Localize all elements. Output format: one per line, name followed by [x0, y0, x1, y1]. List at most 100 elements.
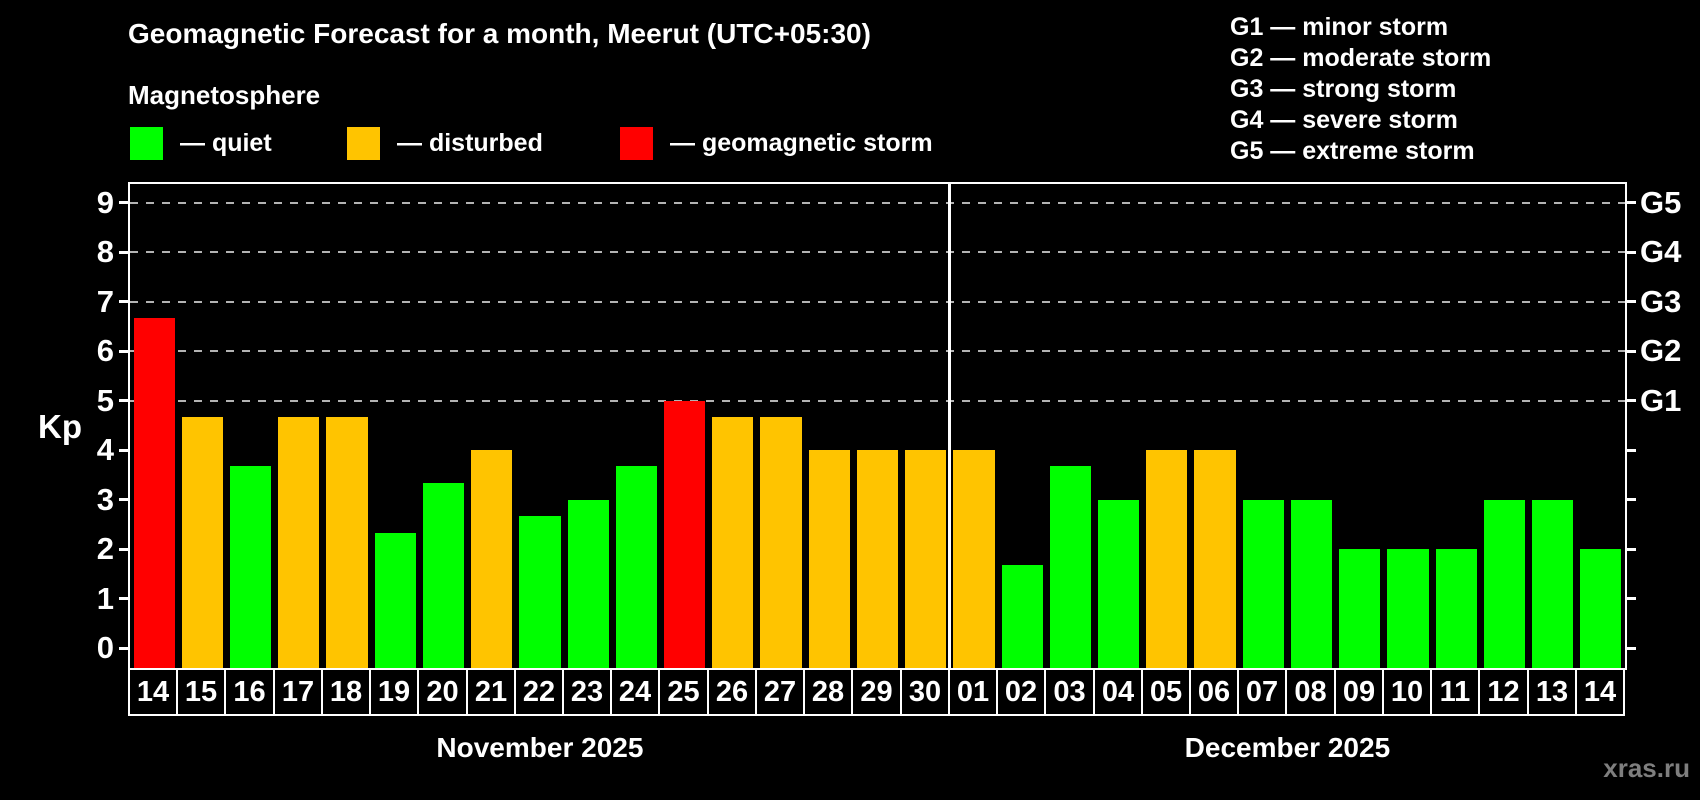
y-tick-left-6: [119, 349, 130, 353]
kp-axis-label: Kp: [38, 408, 82, 445]
y-tick-label-3: 3: [96, 481, 114, 517]
day-label-nov-29: 29: [851, 668, 902, 716]
y-tick-label-1: 1: [96, 580, 114, 616]
day-label-nov-21: 21: [466, 668, 516, 716]
kp-bar-dec-08: [1290, 499, 1333, 668]
kp-bar-dec-13: [1532, 499, 1574, 668]
g-legend-item-1: G1 — minor storm: [1230, 13, 1449, 41]
legend-label-disturbed: — disturbed: [397, 128, 543, 157]
day-label-nov-27: 27: [755, 668, 805, 716]
y-tick-right-6: [1625, 349, 1636, 353]
y-tick-left-4: [119, 448, 130, 452]
gridline-kp8: [130, 251, 1625, 253]
day-label-nov-25: 25: [658, 668, 709, 716]
day-label-dec-08: 08: [1285, 668, 1336, 716]
day-label-nov-24: 24: [610, 668, 660, 716]
day-label-dec-01: 01: [948, 668, 998, 716]
kp-bar-nov-19: [374, 532, 416, 668]
kp-bar-nov-20: [422, 483, 465, 668]
y-tick-right-8: [1625, 250, 1636, 254]
day-label-nov-14: 14: [128, 668, 178, 716]
kp-bar-nov-23: [567, 499, 609, 668]
day-label-nov-22: 22: [514, 668, 564, 716]
kp-bar-dec-10: [1387, 549, 1429, 668]
kp-bar-nov-16: [229, 466, 272, 668]
y-tick-label-8: 8: [96, 234, 114, 269]
y-tick-left-2: [119, 547, 130, 551]
kp-bar-nov-18: [326, 416, 368, 668]
legend-item-storm: — geomagnetic storm: [620, 126, 933, 160]
y-tick-left-0: [119, 646, 130, 650]
y-tick-left-8: [119, 250, 130, 254]
kp-bar-nov-15: [181, 416, 223, 668]
day-label-nov-20: 20: [417, 668, 468, 716]
kp-bar-dec-06: [1194, 450, 1236, 668]
g-legend-item-2: G2 — moderate storm: [1230, 44, 1492, 72]
day-label-nov-30: 30: [900, 668, 950, 716]
magnetosphere-label: Magnetosphere: [128, 80, 321, 110]
kp-bar-dec-02: [1001, 565, 1043, 668]
g-label-g3: G3: [1640, 283, 1682, 319]
y-tick-label-7: 7: [96, 283, 114, 319]
gridline-kp9: [130, 201, 1625, 204]
legend-swatch-storm: [620, 126, 653, 160]
kp-bar-nov-30: [905, 450, 947, 668]
day-label-dec-09: 09: [1334, 668, 1384, 716]
gridline-kp7: [130, 300, 1625, 303]
y-tick-label-6: 6: [96, 333, 114, 368]
kp-bar-dec-11: [1435, 549, 1477, 668]
kp-bar-nov-29: [856, 450, 899, 668]
y-tick-label-0: 0: [96, 630, 114, 665]
kp-bar-dec-03: [1049, 466, 1091, 668]
watermark-xras: xras.ru: [1603, 753, 1690, 783]
y-tick-right-5: [1625, 399, 1636, 402]
y-tick-label-9: 9: [96, 184, 114, 220]
day-label-nov-16: 16: [224, 668, 275, 716]
y-tick-right-3: [1625, 498, 1636, 501]
day-label-nov-19: 19: [369, 668, 419, 716]
kp-bar-nov-21: [471, 450, 513, 668]
day-label-dec-07: 07: [1237, 668, 1287, 716]
kp-bar-nov-25: [663, 400, 706, 668]
g-label-g2: G2: [1640, 333, 1682, 368]
kp-bar-dec-14: [1580, 549, 1622, 668]
kp-bar-dec-01: [953, 450, 995, 668]
kp-bar-nov-28: [808, 450, 850, 668]
legend-swatch-quiet: [130, 126, 163, 160]
legend-label-storm: — geomagnetic storm: [670, 128, 933, 157]
day-label-dec-11: 11: [1430, 668, 1480, 716]
g-label-g1: G1: [1640, 382, 1682, 418]
kp-bar-nov-24: [615, 466, 657, 668]
day-label-dec-12: 12: [1478, 668, 1529, 716]
kp-bar-dec-09: [1339, 549, 1381, 668]
gridline-kp6: [130, 350, 1625, 352]
g-label-g5: G5: [1640, 184, 1682, 220]
kp-bar-dec-12: [1483, 499, 1526, 668]
legend-item-disturbed: — disturbed: [347, 126, 543, 160]
y-tick-right-7: [1625, 300, 1636, 303]
y-tick-label-4: 4: [96, 432, 114, 467]
day-label-dec-04: 04: [1093, 668, 1143, 716]
kp-bar-nov-14: [133, 317, 175, 668]
kp-bar-dec-04: [1098, 499, 1140, 668]
kp-bar-nov-26: [712, 416, 754, 668]
y-tick-left-7: [119, 300, 130, 303]
y-tick-right-1: [1625, 597, 1636, 600]
legend-item-quiet: — quiet: [130, 126, 272, 160]
y-tick-left-1: [119, 597, 130, 600]
g-scale-legend: G1 — minor storm G2 — moderate storm G3 — …: [1230, 12, 1491, 167]
gridline-kp5: [130, 399, 1625, 402]
kp-bar-dec-05: [1146, 450, 1188, 668]
y-tick-right-2: [1625, 547, 1636, 551]
y-tick-left-3: [119, 498, 130, 501]
day-label-dec-10: 10: [1382, 668, 1432, 716]
day-label-nov-23: 23: [562, 668, 612, 716]
y-tick-right-9: [1625, 201, 1636, 204]
day-label-nov-26: 26: [707, 668, 757, 716]
kp-bar-nov-27: [760, 416, 802, 668]
y-tick-left-5: [119, 399, 130, 402]
day-label-dec-13: 13: [1527, 668, 1577, 716]
page-title: Geomagnetic Forecast for a month, Meerut…: [128, 18, 871, 49]
day-label-nov-18: 18: [321, 668, 371, 716]
